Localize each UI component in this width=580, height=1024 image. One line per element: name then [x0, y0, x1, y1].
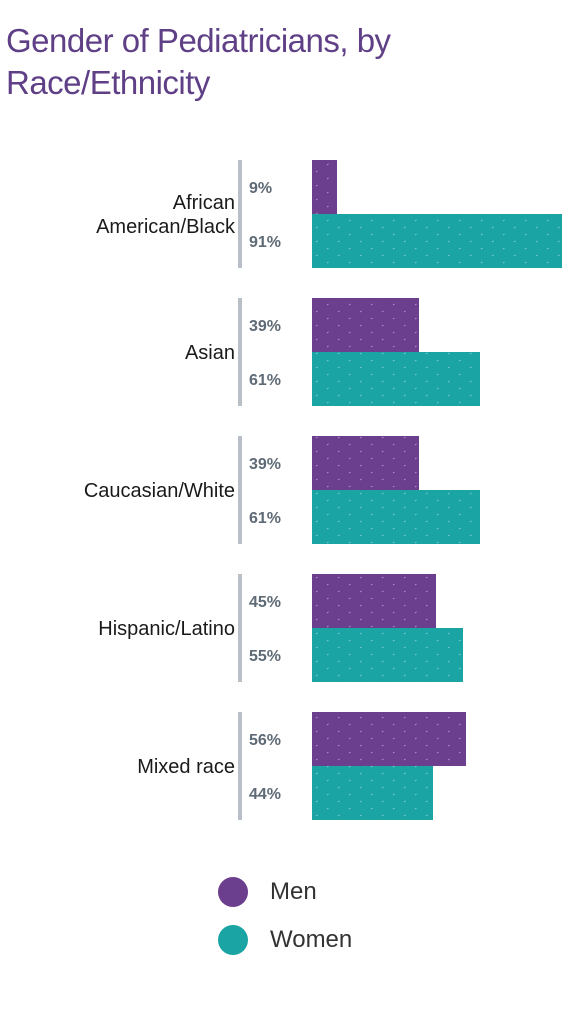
- bar-texture: [312, 352, 480, 406]
- group-divider: [238, 436, 242, 544]
- data-label-men: 39%: [249, 456, 281, 473]
- bar-texture: [312, 214, 562, 268]
- data-label-women: 91%: [249, 234, 281, 251]
- bar-texture: [312, 160, 337, 214]
- bar-texture: [312, 490, 480, 544]
- data-label-men: 39%: [249, 318, 281, 335]
- category-label: Caucasian/White: [84, 480, 235, 502]
- bar-texture: [312, 628, 463, 682]
- legend-item-men: Men: [218, 868, 352, 916]
- legend: Men Women: [218, 868, 352, 964]
- bar-texture: [312, 436, 419, 490]
- data-label-women: 55%: [249, 648, 281, 665]
- legend-swatch-women: [218, 925, 248, 955]
- bar-texture: [312, 712, 466, 766]
- category-label: Asian: [185, 342, 235, 364]
- data-label-men: 56%: [249, 732, 281, 749]
- bar-texture: [312, 298, 419, 352]
- data-label-women: 61%: [249, 510, 281, 527]
- group-divider: [238, 712, 242, 820]
- data-label-women: 61%: [249, 372, 281, 389]
- legend-label-women: Women: [270, 926, 353, 953]
- legend-swatch-men: [218, 877, 248, 907]
- bar-texture: [312, 766, 433, 820]
- legend-item-women: Women: [218, 916, 352, 964]
- bar-texture: [312, 574, 436, 628]
- category-label: Hispanic/Latino: [98, 618, 235, 640]
- group-divider: [238, 298, 242, 406]
- data-label-men: 45%: [249, 594, 281, 611]
- legend-label-men: Men: [270, 878, 317, 905]
- chart-title: Gender of Pediatricians, by Race/Ethnici…: [6, 22, 391, 101]
- category-label: American/Black: [96, 216, 236, 238]
- group-divider: [238, 574, 242, 682]
- data-label-men: 9%: [249, 180, 272, 197]
- category-label: Mixed race: [137, 756, 235, 778]
- group-divider: [238, 160, 242, 268]
- data-label-women: 44%: [249, 786, 281, 803]
- category-label: African: [173, 192, 235, 214]
